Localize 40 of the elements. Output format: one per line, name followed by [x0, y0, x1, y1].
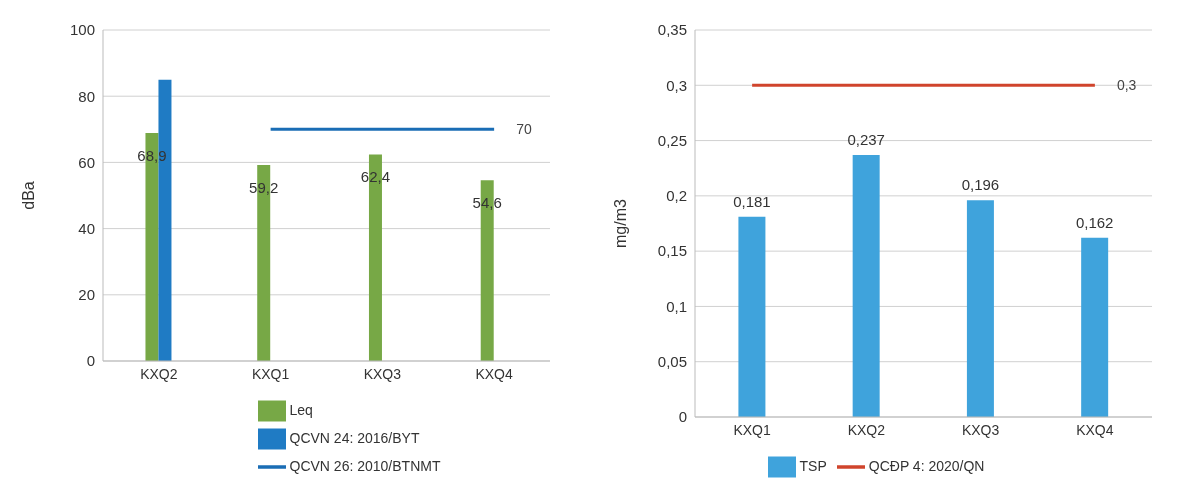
- y-tick-label: 0,1: [666, 297, 687, 315]
- legend-label: QCVN 26: 2010/BTNMT: [289, 457, 441, 474]
- y-tick-label: 0,35: [657, 21, 687, 39]
- data-label: 0,237: [847, 130, 885, 148]
- y-tick-label: 0,3: [666, 76, 687, 94]
- data-label: 70: [516, 121, 532, 138]
- y-tick-label: 0,05: [657, 353, 687, 371]
- y-tick-label: 0: [86, 352, 95, 370]
- bar: [738, 216, 766, 417]
- y-tick-label: 0: [678, 408, 687, 426]
- x-tick-label: KXQ3: [961, 421, 1000, 438]
- x-tick-label: KXQ4: [1076, 421, 1114, 438]
- x-tick-label: KXQ2: [847, 421, 886, 438]
- legend-label: TSP: [799, 457, 827, 474]
- legend-label: QCĐP 4: 2020/QN: [868, 457, 985, 474]
- y-tick-label: 100: [69, 21, 95, 39]
- x-tick-label: KXQ1: [733, 421, 772, 438]
- y-tick-label: 0,25: [657, 131, 687, 149]
- data-label: 0,162: [1075, 213, 1114, 231]
- y-tick-label: 0,2: [666, 187, 687, 205]
- legend-label: Leq: [289, 401, 313, 418]
- data-label: 0,181: [733, 192, 771, 210]
- data-label: 68,9: [137, 146, 167, 164]
- y-tick-label: 60: [78, 153, 95, 171]
- bar: [966, 200, 994, 417]
- x-tick-label: KXQ3: [363, 365, 402, 382]
- y-tick-label: 0,15: [657, 242, 687, 260]
- y-tick-label: 20: [78, 286, 95, 304]
- bar: [852, 154, 880, 417]
- data-label: 0,196: [961, 176, 1000, 194]
- x-tick-label: KXQ2: [140, 365, 178, 382]
- y-tick-label: 80: [78, 87, 95, 105]
- y-tick-label: 40: [78, 219, 95, 237]
- bar: [1081, 237, 1109, 417]
- legend-label: QCVN 24: 2016/BYT: [289, 429, 420, 446]
- x-tick-label: KXQ1: [251, 365, 290, 382]
- y-axis-title: mg/m3: [611, 198, 629, 248]
- data-label: 0,3: [1116, 77, 1137, 94]
- y-axis-title: dBa: [19, 181, 37, 210]
- x-tick-label: KXQ4: [475, 365, 514, 382]
